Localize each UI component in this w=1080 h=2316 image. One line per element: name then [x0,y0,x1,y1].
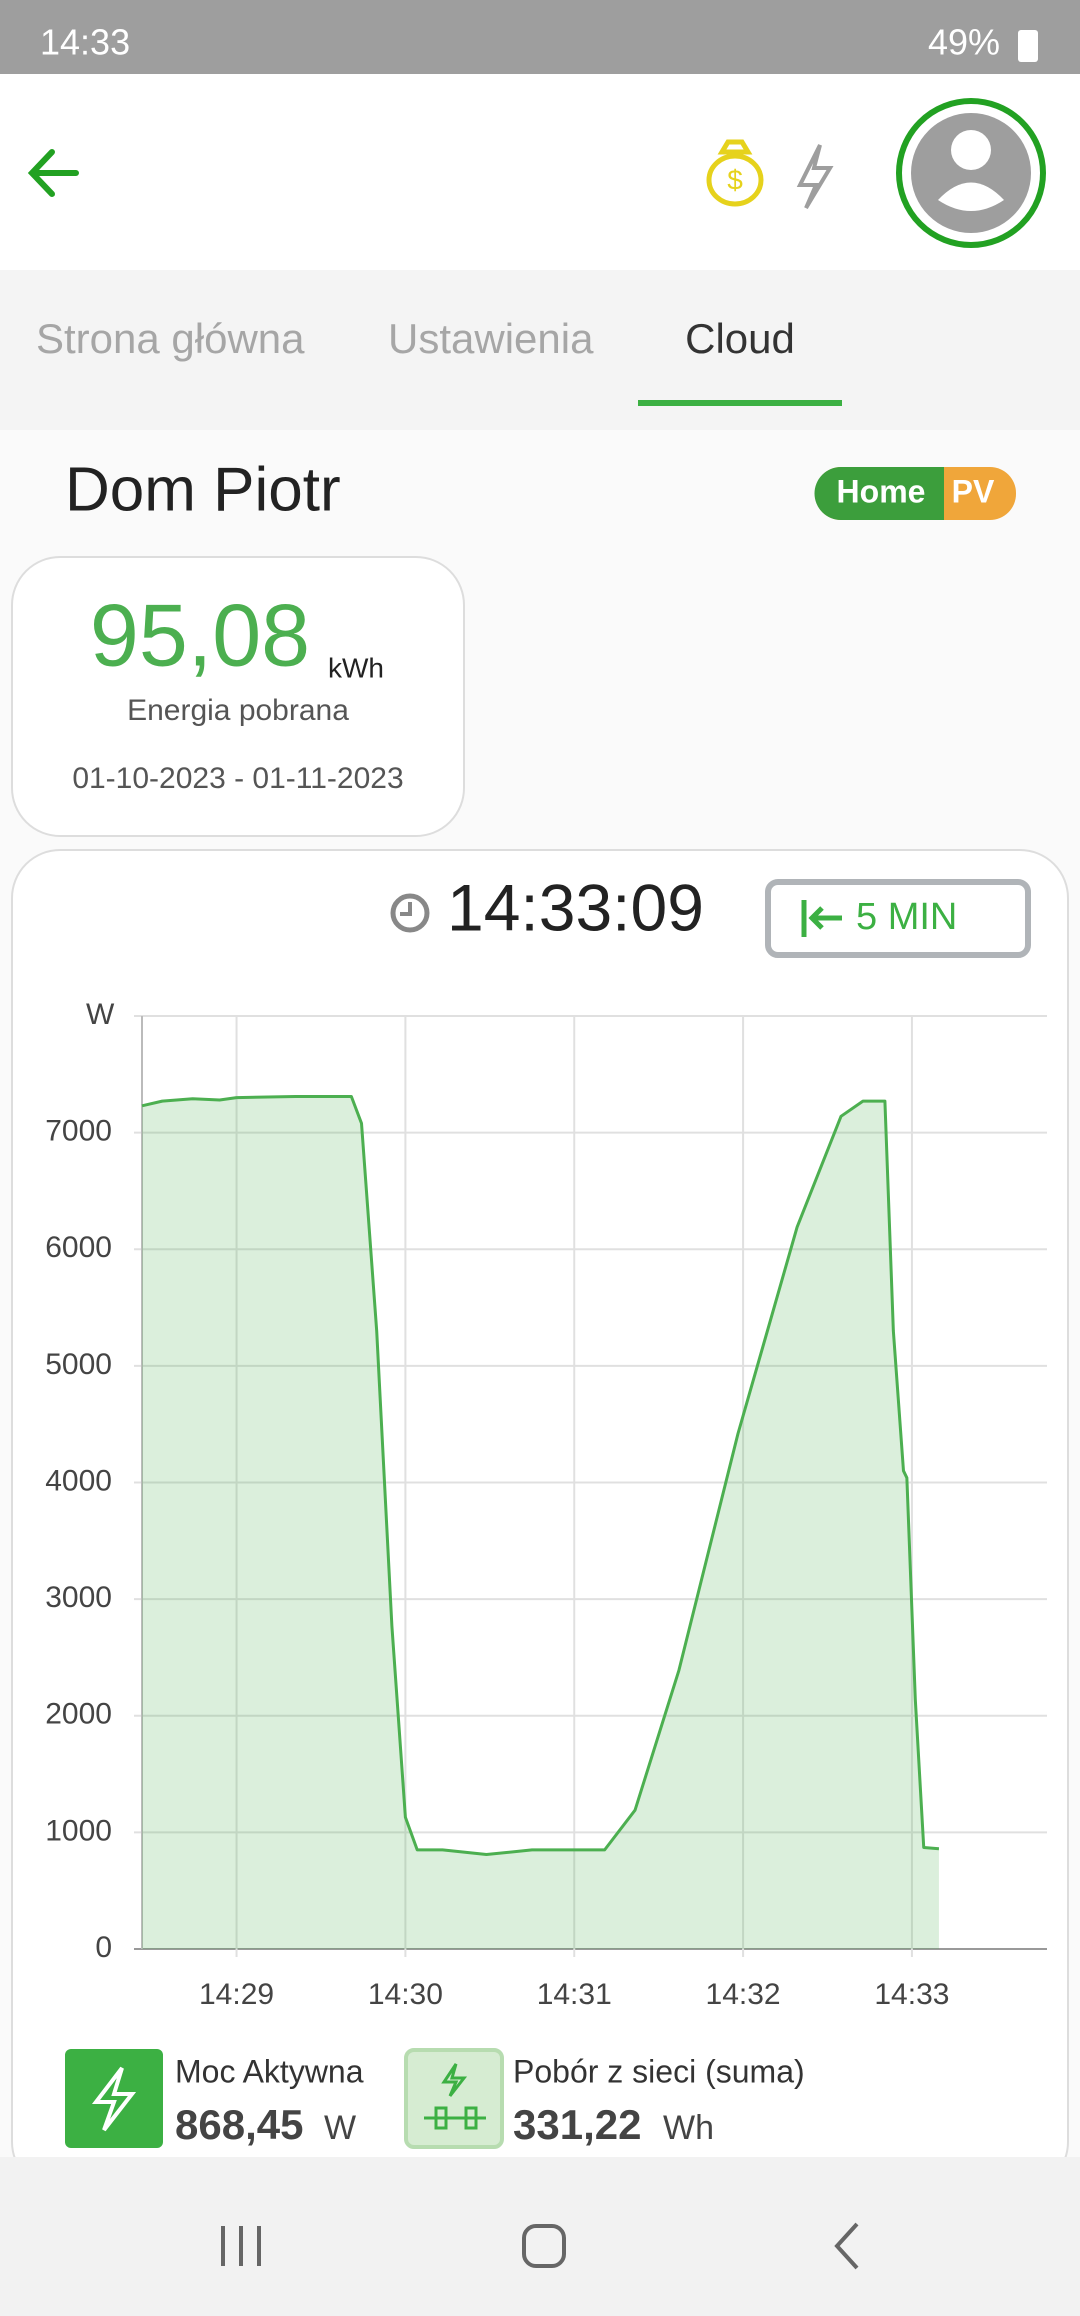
energy-period: 01-10-2023 - 01-11-2023 [72,762,403,795]
badge-home-bg [814,467,944,520]
stat-icon-plug [424,2063,486,2130]
stat-unit: Wh [663,2109,714,2147]
area-fill [142,1096,939,1949]
clock-time: 14:33:09 [447,870,704,944]
x-tick-label: 14:30 [368,1978,443,2011]
energy-unit: kWh [328,652,384,683]
energy-value: 95,08 [90,585,310,684]
tab-active[interactable]: Cloud [685,315,795,362]
nav-bar [0,2157,1080,2316]
tab[interactable]: Ustawienia [388,315,594,362]
y-tick-label: 2000 [45,1698,112,1731]
range-button-label[interactable]: 5 MIN [856,896,957,938]
badge-home: Home [837,473,926,509]
y-tick-label: 1000 [45,1814,112,1847]
range-button[interactable] [765,879,1031,958]
badge-pv: PV [952,473,995,509]
stat-label: Pobór z sieci (suma) [513,2053,805,2089]
x-tick-label: 14:29 [199,1978,274,2011]
clock-icon [390,893,430,933]
stat-icon [65,2049,163,2148]
site-name: Dom Piotr [65,455,341,524]
stat-unit: W [324,2109,356,2147]
stat-icon [404,2048,504,2149]
tab[interactable]: Strona główna [36,315,305,362]
stat-value: 868,45 [175,2101,303,2148]
plot: 0 1000 2000 3000 4000 5000 6000 7000 W 14:29 14:30… [45,998,1047,2011]
energy-label: Energia pobrana [127,694,349,727]
battery-icon [1018,30,1038,62]
stat-label: Moc Aktywna [175,2053,364,2089]
back-button[interactable] [27,149,79,197]
y-tick-label: 0 [95,1931,112,1964]
stat-value: 331,22 [513,2101,641,2148]
nav-recent[interactable] [221,2226,261,2266]
money-icon[interactable]: $ [706,139,764,207]
y-tick-label: 3000 [45,1581,112,1614]
tab-indicator [638,400,842,406]
power-icon[interactable] [796,144,834,210]
tab-bar [0,270,1080,430]
y-tick-label: 7000 [45,1115,112,1148]
y-tick-label: 6000 [45,1231,112,1264]
x-tick-label: 14:32 [706,1978,781,2011]
series-line [141,1094,940,1857]
battery-text: 49% [928,22,1000,63]
y-tick-label: 4000 [45,1464,112,1497]
status-time: 14:33 [40,22,130,63]
avatar-button[interactable] [896,98,1046,248]
svg-text:$: $ [727,164,743,195]
x-tick-label: 14:33 [874,1978,949,2011]
x-tick-label: 14:31 [537,1978,612,2011]
nav-home[interactable] [522,2224,566,2268]
stat-icon-bolt [91,2066,137,2132]
nav-back[interactable] [834,2222,859,2270]
status-bar [0,0,1080,74]
y-tick-label: 5000 [45,1348,112,1381]
y-tick-label: W [86,998,115,1031]
energy-card [11,556,465,837]
